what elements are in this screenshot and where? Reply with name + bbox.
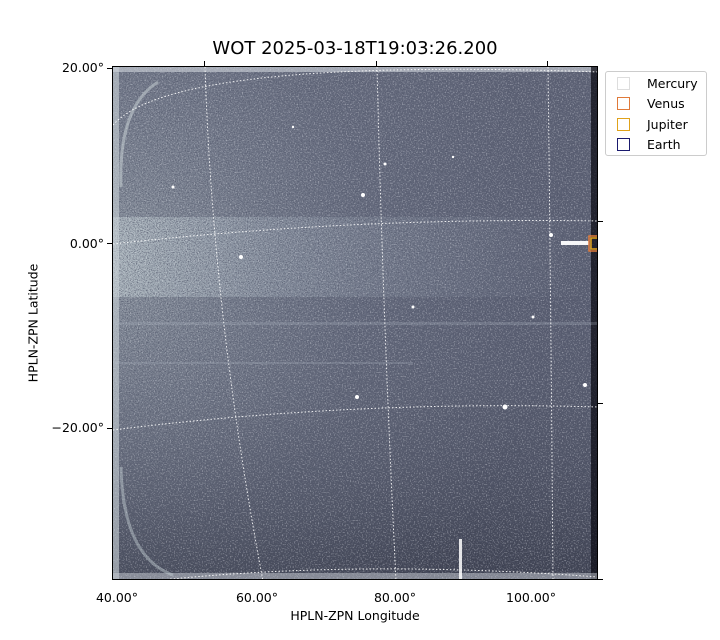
y-tick-mark bbox=[107, 68, 112, 69]
x-tick-label: 40.00° bbox=[95, 590, 139, 605]
jupiter-marker bbox=[590, 237, 597, 250]
y-tick-mark bbox=[107, 428, 112, 429]
y-tick-label: 0.00° bbox=[69, 236, 104, 251]
x-tick-label: 80.00° bbox=[373, 590, 417, 605]
legend-item-earth: Earth bbox=[617, 136, 681, 152]
legend-item-mercury: Mercury bbox=[617, 75, 698, 91]
y-tick-label: 20.00° bbox=[61, 60, 104, 75]
x-tick-label: 60.00° bbox=[235, 590, 279, 605]
legend-swatch bbox=[617, 76, 630, 90]
plot-title: WOT 2025-03-18T19:03:26.200 bbox=[212, 38, 498, 59]
legend-swatch bbox=[617, 137, 630, 151]
sky-image bbox=[113, 67, 597, 579]
x-tick-label: 100.00° bbox=[506, 590, 556, 605]
legend-label: Jupiter bbox=[647, 116, 688, 132]
legend-swatch bbox=[617, 96, 630, 110]
x-tick-mark-top bbox=[204, 61, 205, 66]
plot-area bbox=[112, 66, 598, 580]
legend-label: Venus bbox=[647, 95, 685, 111]
y-tick-mark-right bbox=[598, 403, 603, 404]
x-tick-mark-top bbox=[376, 61, 377, 66]
y-tick-mark-right bbox=[598, 221, 603, 222]
legend: Mercury Venus Jupiter Earth bbox=[605, 71, 707, 156]
y-axis-title: HPLN-ZPN Latitude bbox=[25, 263, 41, 383]
legend-item-jupiter: Jupiter bbox=[617, 116, 688, 132]
legend-item-venus: Venus bbox=[617, 95, 685, 111]
y-tick-label: −20.00° bbox=[51, 420, 104, 435]
legend-label: Mercury bbox=[647, 75, 698, 91]
legend-swatch bbox=[617, 117, 630, 131]
y-tick-mark bbox=[107, 243, 112, 244]
venus-marker bbox=[588, 235, 597, 252]
x-tick-mark-top bbox=[547, 61, 548, 66]
y-tick-mark-right bbox=[598, 579, 603, 580]
legend-label: Earth bbox=[647, 136, 681, 152]
x-axis-title: HPLN-ZPN Longitude bbox=[290, 608, 420, 623]
